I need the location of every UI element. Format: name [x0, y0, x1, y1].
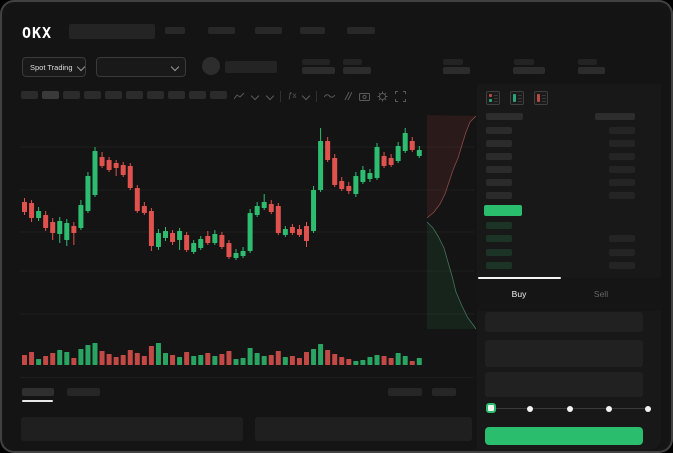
chevron-down-icon[interactable]: [302, 91, 311, 101]
nav-item-skeleton[interactable]: [347, 27, 375, 34]
toolbar-button-skeleton[interactable]: [210, 91, 227, 99]
toolbar-button-skeleton[interactable]: [189, 91, 206, 99]
bottom-action-skeleton[interactable]: [388, 388, 422, 396]
orderbook-view-asks-icon[interactable]: [534, 91, 548, 105]
panel-divider: [20, 377, 473, 378]
book-header-skeleton: [486, 113, 523, 120]
ask-row-price-skeleton[interactable]: [486, 192, 512, 199]
bottom-tab-active-skeleton[interactable]: [22, 388, 54, 396]
interval-chevron-icon[interactable]: [265, 91, 275, 101]
chart-tools: ƒx: [234, 89, 407, 103]
bid-row-price-skeleton[interactable]: [486, 262, 512, 269]
stat-label-skeleton: [343, 59, 362, 65]
market-type-dropdown[interactable]: Spot Trading: [22, 57, 86, 77]
chart-style-icon[interactable]: [234, 91, 245, 101]
chevron-down-icon[interactable]: [250, 91, 260, 101]
book-header-skeleton: [595, 113, 635, 120]
nav-item-skeleton[interactable]: [208, 27, 235, 34]
toolbar-button-skeleton[interactable]: [147, 91, 164, 99]
stat-value-skeleton: [343, 67, 371, 74]
pair-selector-dropdown[interactable]: [96, 57, 186, 77]
toolbar-button-skeleton[interactable]: [42, 91, 59, 99]
toolbar-button-skeleton[interactable]: [63, 91, 80, 99]
toolbar-button-skeleton[interactable]: [126, 91, 143, 99]
toolbar-button-skeleton[interactable]: [168, 91, 185, 99]
bid-row-price-skeleton[interactable]: [486, 235, 512, 242]
ask-row-amount-skeleton[interactable]: [609, 127, 635, 134]
ask-row-amount-skeleton[interactable]: [609, 153, 635, 160]
bottom-content-block: [255, 417, 472, 441]
compare-icon[interactable]: [342, 91, 353, 101]
indicators-icon[interactable]: ƒx: [288, 91, 297, 100]
ask-row-amount-skeleton[interactable]: [609, 166, 635, 173]
bid-row-price-skeleton[interactable]: [486, 222, 512, 229]
orderbook-view-all-icon[interactable]: [486, 91, 500, 105]
ask-row-price-skeleton[interactable]: [486, 140, 512, 147]
slider-stop-dot[interactable]: [605, 406, 612, 412]
bid-row-amount-skeleton[interactable]: [609, 235, 635, 242]
header-search-skeleton[interactable]: [69, 24, 155, 39]
slider-stop-dot[interactable]: [566, 406, 573, 412]
token-icon: [202, 57, 220, 75]
trade-tab-strip: [477, 278, 661, 311]
bid-row-amount-skeleton[interactable]: [609, 262, 635, 269]
nav-item-skeleton[interactable]: [255, 27, 282, 34]
stat-value-skeleton: [578, 67, 605, 74]
stat-value-skeleton: [302, 67, 335, 74]
orderbook-view-bids-icon[interactable]: [510, 91, 524, 105]
orderbook-trade-panel: Buy Sell: [477, 84, 661, 450]
toolbar-divider: [280, 90, 281, 102]
price-input-skeleton[interactable]: [485, 312, 643, 332]
stat-label-skeleton: [514, 59, 534, 65]
bottom-content-block: [21, 417, 243, 441]
bid-row-price-skeleton[interactable]: [486, 249, 512, 256]
ask-row-amount-skeleton[interactable]: [609, 192, 635, 199]
tab-sell[interactable]: Sell: [593, 289, 609, 299]
camera-icon[interactable]: [359, 91, 371, 101]
chevron-down-icon: [170, 62, 180, 72]
ask-row-price-skeleton[interactable]: [486, 153, 512, 160]
pair-name-skeleton: [225, 61, 277, 73]
bottom-action-skeleton[interactable]: [432, 388, 456, 396]
ask-row-price-skeleton[interactable]: [486, 127, 512, 134]
bottom-tab-skeleton[interactable]: [67, 388, 100, 396]
stat-value-skeleton: [513, 67, 545, 74]
fullscreen-icon[interactable]: [395, 90, 407, 102]
chevron-down-icon: [76, 62, 85, 72]
ask-row-price-skeleton[interactable]: [486, 166, 512, 173]
toolbar-button-skeleton[interactable]: [105, 91, 122, 99]
stat-label-skeleton: [443, 59, 463, 65]
toolbar-button-skeleton[interactable]: [84, 91, 101, 99]
amount-input-skeleton[interactable]: [485, 340, 643, 367]
ask-row-amount-skeleton[interactable]: [609, 140, 635, 147]
okx-logo: OKX: [22, 24, 53, 42]
stat-value-skeleton: [443, 67, 470, 74]
tab-buy[interactable]: Buy: [511, 289, 527, 299]
bid-row-amount-skeleton[interactable]: [609, 249, 635, 256]
total-input-skeleton[interactable]: [485, 372, 643, 397]
last-price-bar[interactable]: [484, 205, 522, 216]
stat-label-skeleton: [578, 59, 597, 65]
slider-handle[interactable]: [486, 403, 496, 413]
ask-row-amount-skeleton[interactable]: [609, 179, 635, 186]
toolbar-divider: [316, 90, 318, 102]
orderbook-view-switcher: [486, 91, 548, 105]
ask-row-price-skeleton[interactable]: [486, 179, 512, 186]
nav-item-skeleton[interactable]: [165, 27, 185, 34]
settings-icon[interactable]: [377, 91, 388, 102]
market-type-label: Spot Trading: [30, 62, 73, 72]
nav-item-skeleton[interactable]: [300, 27, 325, 34]
bottom-tab-indicator: [22, 400, 53, 402]
active-tab-indicator: [478, 277, 561, 279]
slider-stop-dot[interactable]: [527, 406, 534, 412]
line-tool-icon[interactable]: [324, 91, 336, 101]
slider-stop-dot[interactable]: [645, 406, 651, 412]
toolbar-button-skeleton[interactable]: [21, 91, 38, 99]
buy-submit-button[interactable]: [485, 427, 643, 445]
stat-label-skeleton: [302, 59, 330, 65]
